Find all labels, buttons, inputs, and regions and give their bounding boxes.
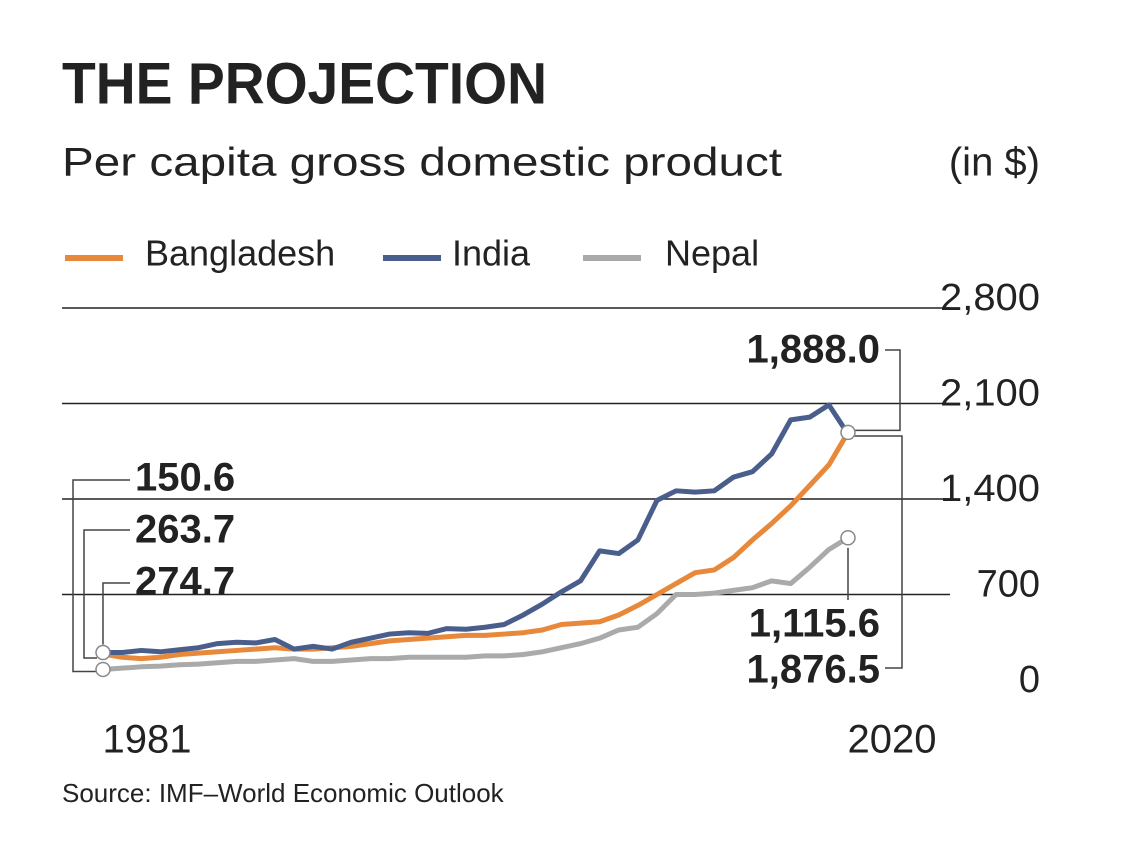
- y-tick-label: 0: [1019, 659, 1040, 701]
- annotation: 263.7: [135, 508, 235, 552]
- chart-title: THE PROJECTION: [62, 51, 547, 116]
- annotation: 150.6: [135, 456, 235, 500]
- series-line: [102, 535, 850, 672]
- point-marker: [840, 424, 856, 441]
- y-tick-label: 1,400: [940, 468, 1040, 510]
- y-tick-label: 2,100: [940, 373, 1040, 415]
- annotation: 274.7: [135, 560, 235, 604]
- source: Source: IMF–World Economic Outlook: [62, 778, 505, 808]
- legend-label: Bangladesh: [145, 233, 335, 274]
- point-marker: [840, 530, 856, 546]
- y-tick-label: 700: [977, 564, 1040, 606]
- annotation: 1,115.6: [749, 602, 880, 646]
- y-tick-label: 2,800: [940, 277, 1040, 319]
- legend-label: Nepal: [665, 233, 759, 274]
- callout-line: [854, 349, 901, 432]
- series-line: [102, 402, 851, 656]
- subtitle: Per capita gross domestic product: [62, 141, 782, 185]
- x-tick-label: 1981: [103, 718, 192, 762]
- callout-line: [83, 529, 130, 659]
- annotation: 1,876.5: [747, 648, 880, 692]
- point-marker: [95, 661, 111, 678]
- callout-line: [854, 435, 903, 669]
- unit-label: (in $): [949, 141, 1040, 185]
- legend-label: India: [452, 233, 531, 274]
- x-tick-label: 2020: [848, 718, 937, 762]
- annotation: 1,888.0: [747, 328, 880, 372]
- point-marker: [95, 644, 111, 661]
- callout-line: [102, 582, 130, 645]
- callout-line: [72, 479, 130, 673]
- series-line: [102, 431, 851, 662]
